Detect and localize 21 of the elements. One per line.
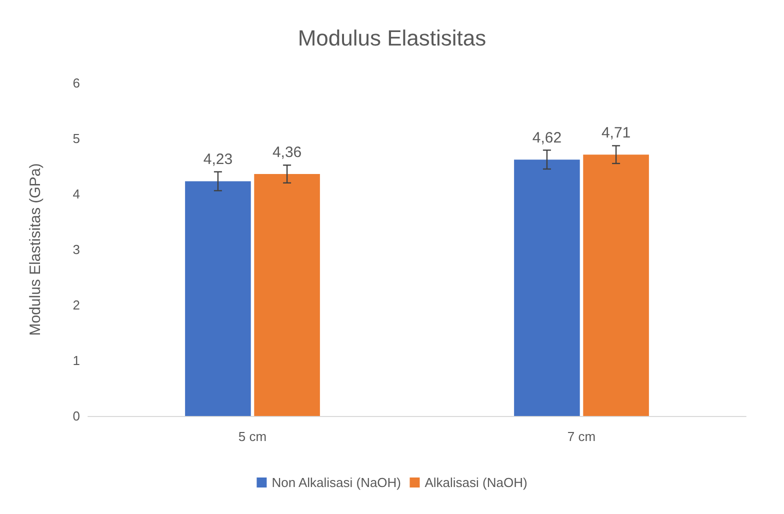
y-tick-label: 2 xyxy=(72,298,80,312)
y-tick-label: 6 xyxy=(72,76,80,90)
x-tick-label: 5 cm xyxy=(238,429,267,444)
y-tick-label: 1 xyxy=(72,353,80,368)
chart-title: Modulus Elastisitas xyxy=(298,26,486,50)
bar xyxy=(514,160,580,416)
data-label: 4,23 xyxy=(203,151,233,168)
data-label: 4,71 xyxy=(601,124,631,142)
y-tick-label: 4 xyxy=(72,186,80,202)
legend-label: Non Alkalisasi (NaOH) xyxy=(272,475,402,490)
data-label: 4,36 xyxy=(272,144,302,162)
x-tick-label: 7 cm xyxy=(567,429,596,444)
data-label: 4,62 xyxy=(532,130,562,147)
legend-label: Alkalisasi (NaOH) xyxy=(424,475,528,490)
y-tick-label: 3 xyxy=(72,242,80,257)
bar xyxy=(185,181,251,416)
y-axis-title: Modulus Elastisitas (GPa) xyxy=(27,163,44,336)
y-tick-label: 5 xyxy=(72,131,80,146)
bar xyxy=(254,174,320,416)
bar xyxy=(583,154,649,416)
y-tick-label: 0 xyxy=(72,408,80,424)
